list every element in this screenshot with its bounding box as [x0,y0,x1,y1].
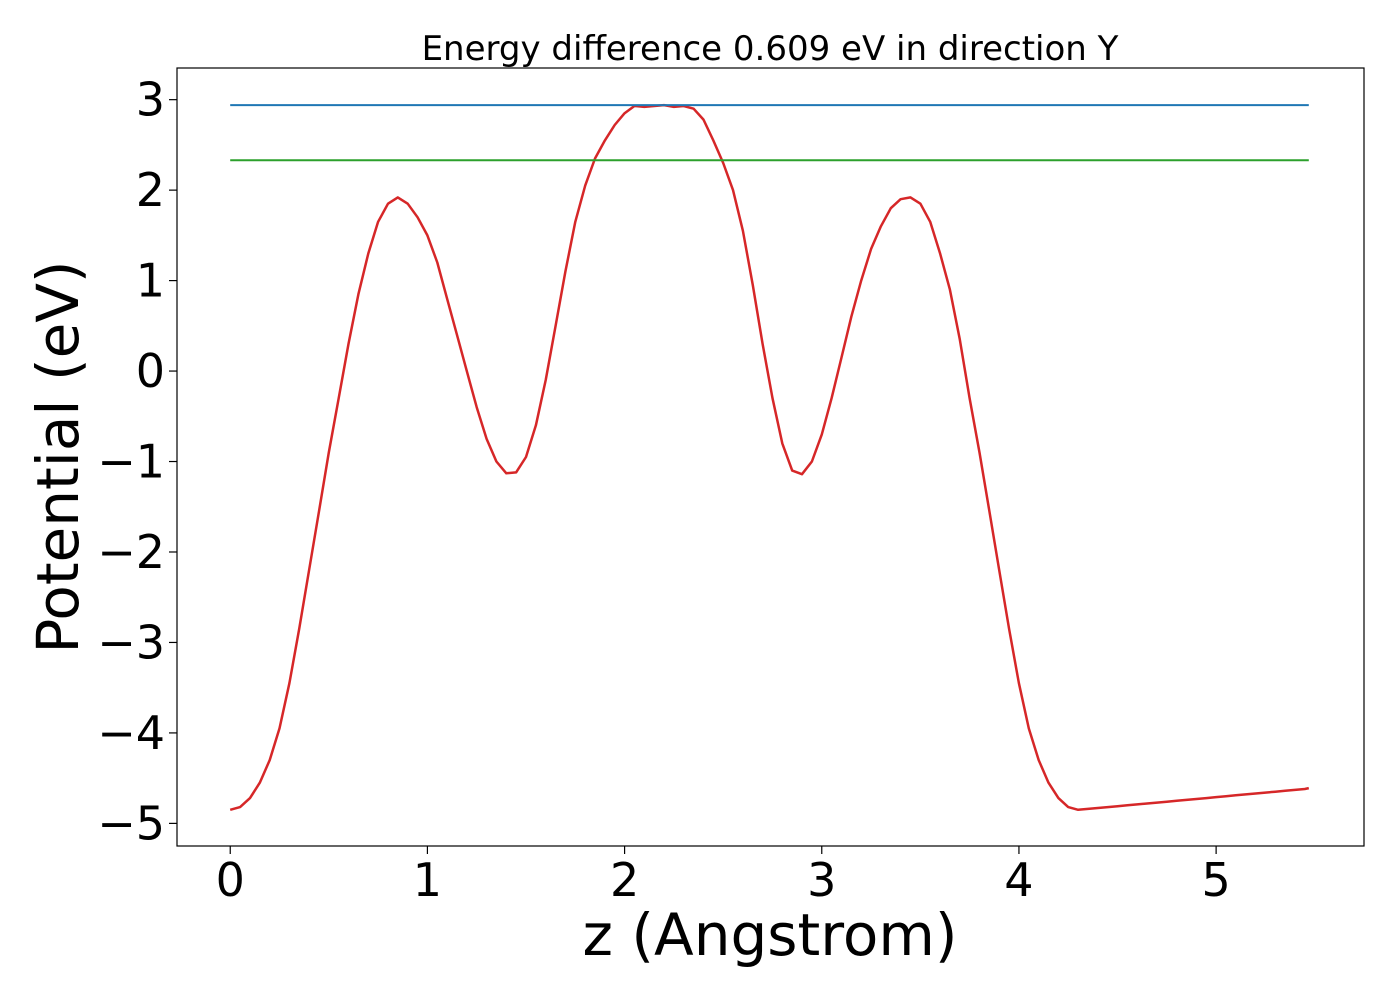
x-axis: 0 1 2 3 4 5 [216,846,1231,907]
x-tick-label: 3 [807,853,836,907]
x-tick-label: 5 [1201,853,1230,907]
series-line-0 [229,103,1310,812]
y-tick-label: 2 [136,163,165,217]
y-tick-label: −1 [97,435,165,489]
y-tick-label: −3 [97,615,165,669]
y-tick-label: 3 [136,73,165,127]
y-tick-label: −4 [97,706,165,760]
y-tick-label: −2 [97,525,165,579]
y-axis-label: Potential (eV) [24,260,92,653]
y-axis: 3 2 1 0 −1 −2 −3 −4 −5 [97,73,177,850]
x-tick-label: 1 [413,853,442,907]
y-tick-label: 1 [136,254,165,308]
series-layer [229,103,1310,812]
x-tick-label: 4 [1004,853,1033,907]
x-tick-label: 0 [216,853,245,907]
chart-title: Energy difference 0.609 eV in direction … [422,29,1119,69]
y-tick-label: 0 [136,344,165,398]
x-axis-label: z (Angstrom) [583,901,958,969]
plot-frame [176,67,1365,847]
y-tick-label: −5 [97,796,165,850]
x-tick-label: 2 [610,853,639,907]
